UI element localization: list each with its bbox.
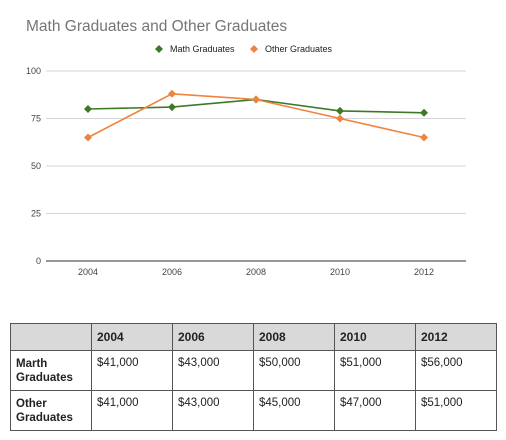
table-header-cell: 2008 [253, 323, 335, 351]
x-axis-ticks: 2004 2006 2008 2010 2012 [78, 267, 434, 277]
data-point [336, 106, 344, 115]
data-table: 2004 2006 2008 2010 2012 Marth Graduates $41,… [10, 323, 497, 431]
table-cell: $51,000 [415, 390, 497, 431]
table-corner-cell [10, 323, 92, 351]
data-point [168, 103, 176, 112]
x-tick-label: 2006 [162, 267, 182, 277]
legend-marker [250, 45, 258, 53]
row-label: Other Graduates [10, 390, 92, 431]
table-cell: $51,000 [334, 350, 416, 391]
table-cell: $41,000 [91, 350, 173, 391]
legend-item: Math Graduates [155, 44, 235, 54]
table-row: Other Graduates $41,000 $43,000 $45,000 $47,… [10, 390, 497, 431]
y-tick-label: 0 [36, 256, 41, 266]
y-tick-label: 50 [31, 161, 41, 171]
table-header-cell: 2010 [334, 323, 416, 351]
data-point [420, 133, 428, 142]
row-label: Marth Graduates [10, 350, 92, 391]
y-tick-label: 75 [31, 114, 41, 124]
x-tick-label: 2008 [246, 267, 266, 277]
table-header-row: 2004 2006 2008 2010 2012 [10, 323, 497, 351]
x-tick-label: 2012 [414, 267, 434, 277]
table-cell: $47,000 [334, 390, 416, 431]
legend: Math Graduates Other Graduates [155, 44, 333, 54]
x-tick-label: 2004 [78, 267, 98, 277]
data-point [168, 89, 176, 98]
table-body: Marth Graduates $41,000 $43,000 $50,000 $51,… [10, 350, 497, 431]
line-chart: Math Graduates and Other Graduates Math … [26, 18, 466, 277]
legend-label: Math Graduates [170, 44, 235, 54]
y-tick-label: 25 [31, 209, 41, 219]
table-cell: $45,000 [253, 390, 335, 431]
data-point [84, 105, 92, 113]
chart-title: Math Graduates and Other Graduates [26, 18, 287, 35]
table-cell: $43,000 [172, 350, 254, 391]
series-other-graduates [84, 89, 428, 142]
table-header-cell: 2004 [91, 323, 173, 351]
x-tick-label: 2010 [330, 267, 350, 277]
legend-marker [155, 45, 163, 53]
data-point [252, 95, 260, 104]
table-cell: $41,000 [91, 390, 173, 431]
y-tick-label: 100 [26, 66, 41, 76]
table-row: Marth Graduates $41,000 $43,000 $50,000 $51,… [10, 350, 497, 391]
gridlines [46, 70, 466, 262]
table-header-cell: 2006 [172, 323, 254, 351]
table-cell: $43,000 [172, 390, 254, 431]
legend-item: Other Graduates [250, 44, 333, 54]
y-axis-ticks: 0 25 50 75 100 [26, 66, 41, 266]
series-layer [84, 89, 428, 142]
table-cell: $56,000 [415, 350, 497, 391]
data-point [336, 114, 344, 123]
table-cell: $50,000 [253, 350, 335, 391]
table-header-cell: 2012 [415, 323, 497, 351]
data-point [84, 133, 92, 142]
legend-label: Other Graduates [265, 44, 333, 54]
data-point [420, 108, 428, 117]
